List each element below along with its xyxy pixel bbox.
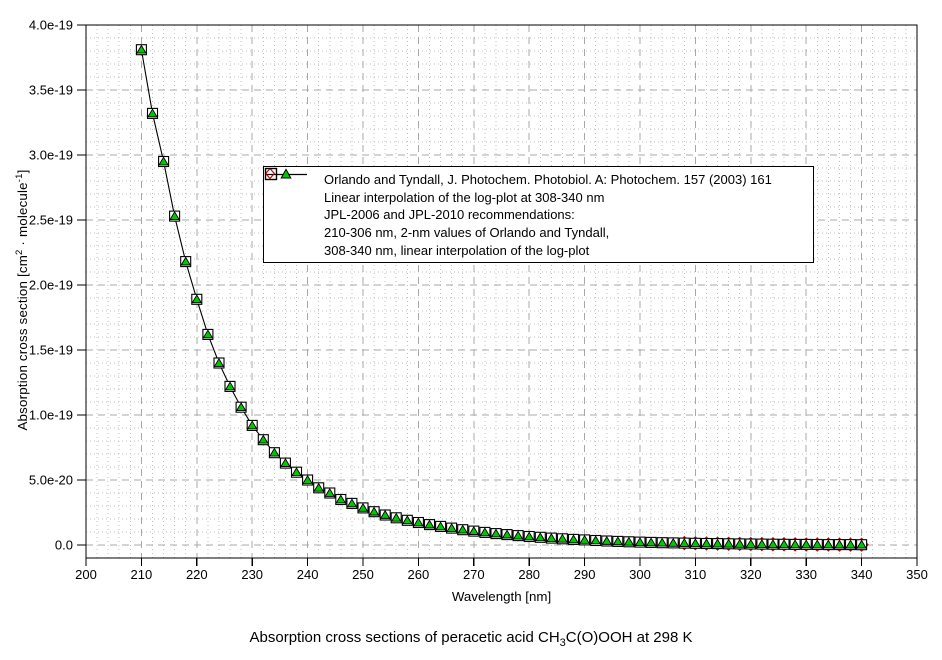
axis-ticks — [77, 24, 918, 566]
x-tick-label: 330 — [795, 567, 817, 582]
y-axis-label-sup-2: 2 — [13, 249, 25, 255]
x-tick-label: 220 — [186, 567, 208, 582]
y-tick-label: 1.0e-19 — [29, 408, 73, 423]
y-axis-label-sup-minus1: -1 — [13, 173, 25, 183]
grid-minor — [86, 25, 917, 558]
legend-entry-jpl-detail-1: 210-306 nm, 2-nm values of Orlando and T… — [270, 224, 807, 242]
orlando-tyndall-triangle-markers — [136, 44, 867, 549]
legend: Orlando and Tyndall, J. Photochem. Photo… — [263, 166, 814, 263]
plot-frame — [85, 24, 918, 559]
y-tick-label: 0.0 — [55, 538, 73, 553]
y-tick-label: 2.5e-19 — [29, 213, 73, 228]
y-tick-label: 1.5e-19 — [29, 343, 73, 358]
y-axis-label-text: Absorption cross section [cm — [15, 254, 31, 431]
y-tick-label: 2.0e-19 — [29, 278, 73, 293]
caption-subscript: 3 — [559, 637, 566, 649]
x-tick-label: 350 — [906, 567, 928, 582]
x-tick-label: 270 — [463, 567, 485, 582]
y-tick-label: 4.0e-19 — [29, 18, 73, 33]
x-tick-label: 280 — [518, 567, 540, 582]
x-tick-label: 260 — [408, 567, 430, 582]
axis-tick-labels: 200 210 220 230 240 250 260 270 280 290 300 310 320 3… — [29, 18, 928, 583]
x-tick-label: 300 — [629, 567, 651, 582]
legend-entry-linear-interpolation: Linear interpolation of the log-plot at … — [264, 167, 807, 207]
caption-text-2: C(O)OOH at 298 K — [565, 629, 693, 646]
legend-label: Linear interpolation of the log-plot at … — [324, 189, 605, 205]
legend-entry-jpl-recommendations: JPL-2006 and JPL-2010 recommendations: — [264, 167, 807, 224]
x-tick-label: 320 — [740, 567, 762, 582]
x-axis-label: Wavelength [nm] — [451, 589, 552, 604]
y-axis-label-text-3: ] — [15, 169, 31, 174]
y-axis-label: Absorption cross section [cm2 · molecule… — [14, 169, 30, 430]
legend-label: JPL-2006 and JPL-2010 recommendations: — [324, 207, 575, 223]
legend-entry-orlando-tyndall: Orlando and Tyndall, J. Photochem. Photo… — [265, 168, 807, 189]
x-tick-label: 230 — [241, 567, 263, 582]
y-axis-label-text-2: · molecule — [15, 182, 31, 250]
legend-label: 210-306 nm, 2-nm values of Orlando and T… — [324, 225, 610, 241]
y-tick-label: 5.0e-20 — [29, 473, 73, 488]
jpl-square-markers — [135, 44, 868, 551]
legend-label: Orlando and Tyndall, J. Photochem. Photo… — [324, 172, 772, 188]
x-tick-label: 200 — [75, 567, 97, 582]
x-tick-label: 210 — [131, 567, 153, 582]
x-tick-label: 240 — [297, 567, 319, 582]
figure-caption: Absorption cross sections of peracetic a… — [0, 629, 942, 649]
grid-major — [86, 25, 917, 558]
caption-text: Absorption cross sections of peracetic a… — [249, 629, 560, 646]
y-tick-label: 3.5e-19 — [29, 83, 73, 98]
x-tick-label: 310 — [685, 567, 707, 582]
y-tick-label: 3.0e-19 — [29, 148, 73, 163]
x-tick-label: 340 — [851, 567, 873, 582]
legend-label: 308-340 nm, linear interpolation of the … — [324, 242, 590, 258]
legend-entry-jpl-detail-2: 308-340 nm, linear interpolation of the … — [270, 241, 807, 259]
x-tick-label: 250 — [352, 567, 374, 582]
x-tick-label: 290 — [574, 567, 596, 582]
orlando-tyndall-line — [140, 49, 862, 546]
